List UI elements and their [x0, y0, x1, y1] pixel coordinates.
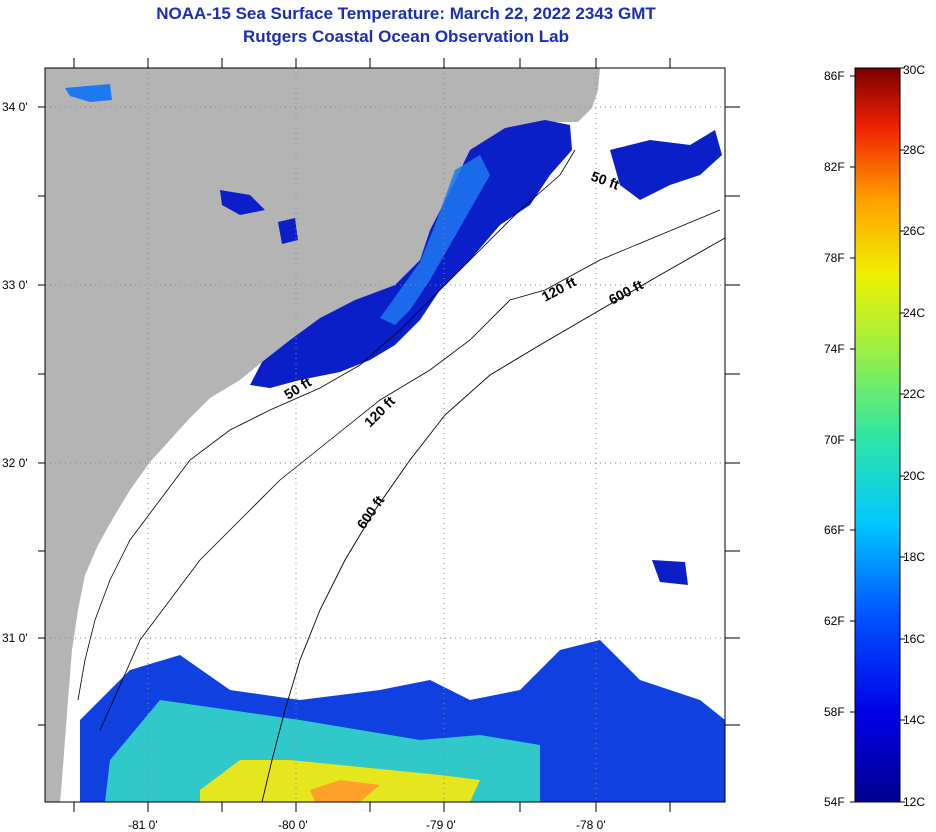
lon-label-81: -81 0'	[128, 818, 158, 832]
colorbar-f-label: 82F	[824, 160, 845, 174]
colorbar-f-label: 54F	[824, 795, 845, 809]
sst-offshore-patch-ne	[610, 130, 722, 200]
colorbar-f-label: 74F	[824, 342, 845, 356]
lat-label-33: 33 0'	[2, 278, 28, 292]
sst-mid-band	[380, 155, 490, 325]
colorbar-f-label: 86F	[824, 69, 845, 83]
sst-cold-band	[250, 120, 572, 388]
colorbar-c-label: 28C	[903, 143, 925, 157]
colorbar-f-label: 66F	[824, 523, 845, 537]
axis-ticks	[38, 58, 740, 812]
colorbar-c-label: 24C	[903, 306, 925, 320]
sst-inland-patch	[220, 190, 265, 215]
colorbar-ticks	[850, 67, 905, 803]
map-title: NOAA-15 Sea Surface Temperature: March 2…	[156, 4, 656, 23]
sst-lake-patch	[278, 218, 298, 244]
contour-600ft	[261, 237, 725, 802]
colorbar-f-label: 78F	[824, 251, 845, 265]
contour-120ft	[99, 209, 721, 731]
plot-frame	[44, 67, 726, 803]
sst-small-patch-nw	[65, 84, 112, 102]
colorbar-c-label: 20C	[903, 469, 925, 483]
colorbar-c-label: 16C	[903, 632, 925, 646]
lon-label-80: -80 0'	[278, 818, 308, 832]
map-subtitle: Rutgers Coastal Ocean Observation Lab	[243, 27, 569, 46]
colorbar-f-label: 70F	[824, 433, 845, 447]
colorbar-f-label: 62F	[824, 614, 845, 628]
lat-label-32: 32 0'	[2, 456, 28, 470]
lon-label-78: -78 0'	[576, 818, 606, 832]
lon-label-79: -79 0'	[426, 818, 456, 832]
lat-label-31: 31 0'	[2, 631, 28, 645]
lat-label-34: 34 0'	[2, 100, 28, 114]
colorbar-c-label: 12C	[903, 795, 925, 809]
grid-lines	[45, 68, 725, 802]
colorbar-f-label: 58F	[824, 705, 845, 719]
colorbar-c-label: 30C	[903, 63, 925, 77]
colorbar	[854, 67, 901, 803]
contour-50ft	[77, 149, 576, 701]
colorbar-c-label: 14C	[903, 713, 925, 727]
sst-southern-orange	[310, 780, 380, 802]
colorbar-c-label: 22C	[903, 387, 925, 401]
colorbar-c-label: 26C	[903, 224, 925, 238]
colorbar-c-label: 18C	[903, 550, 925, 564]
sst-east-patch	[652, 560, 688, 585]
land-mass	[45, 68, 600, 802]
